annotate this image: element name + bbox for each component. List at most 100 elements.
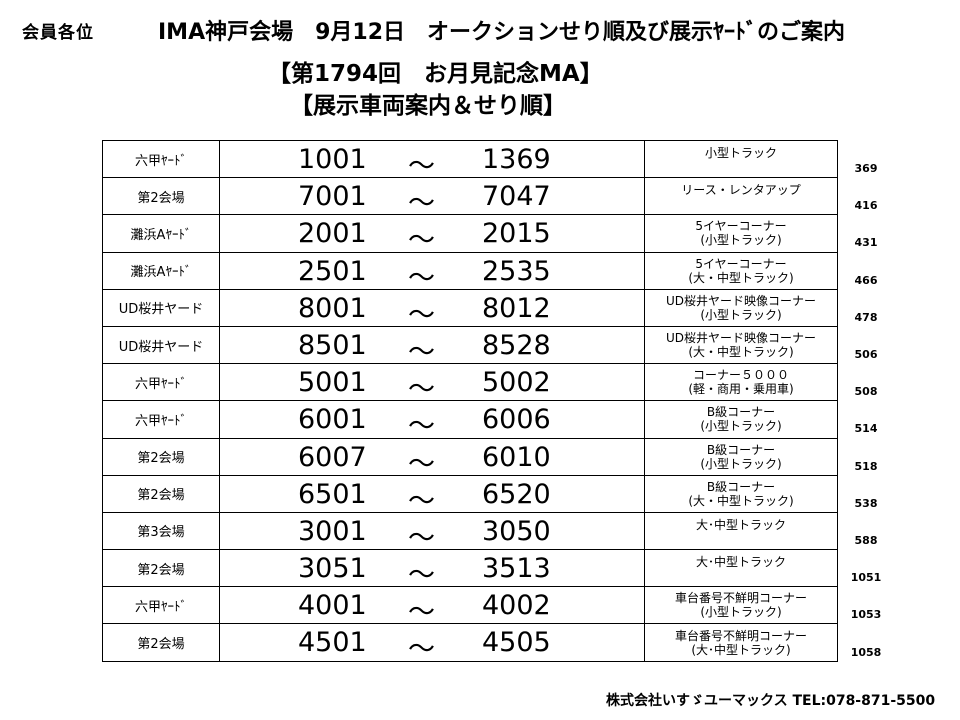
lot-to: 8528 (482, 329, 551, 361)
category-line: (大・中型トラック) (688, 493, 794, 508)
category-line: (大・中型トラック) (688, 345, 794, 360)
category-line: 大･中型トラック (695, 555, 786, 570)
row-category: 小型トラック (644, 139, 838, 179)
table-row: 灘浜Aﾔｰﾄﾞ 2001 ～ 2015 5イヤーコーナー (小型トラック) (102, 214, 838, 253)
cumulative-count: 518 (854, 459, 878, 473)
range-tilde: ～ (408, 597, 435, 624)
category-line: 小型トラック (704, 146, 777, 161)
range-tilde: ～ (408, 336, 435, 364)
row-location: UD桜井ヤード (102, 288, 220, 327)
row-category: 大･中型トラック (644, 511, 838, 551)
table-row: 第2会場 3051 ～ 3513 大･中型トラック (102, 549, 838, 588)
row-lot-range: 4501 ～ 4505 (219, 623, 645, 662)
lot-to: 7047 (482, 181, 551, 213)
lot-from: 2001 (298, 218, 367, 250)
lot-to: 4002 (482, 590, 551, 622)
lot-to: 6006 (482, 404, 551, 436)
cumulative-count: 431 (854, 236, 878, 250)
row-location: 第2会場 (102, 549, 220, 588)
lot-from: 4501 (298, 627, 367, 659)
row-lot-range: 4001 ～ 4002 (219, 586, 645, 625)
lot-from: 4001 (298, 590, 367, 622)
row-lot-range: 6501 ～ 6520 (219, 474, 645, 513)
lot-to: 4505 (482, 627, 551, 659)
range-tilde: ～ (408, 299, 435, 327)
range-tilde: ～ (408, 374, 435, 401)
lot-to: 3513 (482, 553, 551, 585)
schedule-table-body: 六甲ﾔｰﾄﾞ 1001 ～ 1369 小型トラック 第2会場 7001 ～ 7047 リース・レン… (102, 139, 838, 662)
lot-to: 1369 (482, 144, 551, 175)
page-subtitle: 【第1794回 お月見記念MA】 (268, 61, 603, 87)
category-line: (小型トラック) (700, 307, 782, 322)
category-line: (大・中型トラック) (688, 270, 794, 285)
lot-from: 7001 (298, 181, 367, 213)
cumulative-count: 369 (854, 162, 878, 175)
row-location: 六甲ﾔｰﾄﾞ (102, 400, 220, 439)
cumulative-count: 588 (854, 534, 878, 547)
auction-schedule-table: 六甲ﾔｰﾄﾞ 1001 ～ 1369 小型トラック 第2会場 7001 ～ 7047 リース・レン… (102, 139, 838, 662)
lot-from: 3001 (298, 515, 367, 547)
lot-from: 8501 (298, 329, 367, 361)
cumulative-count: 416 (854, 199, 878, 213)
range-tilde: ～ (408, 522, 435, 550)
lot-from: 8001 (298, 292, 367, 324)
row-category: 車台番号不鮮明コーナー (小型トラック) (644, 586, 838, 625)
table-row: 第3会場 3001 ～ 3050 大･中型トラック (102, 511, 838, 551)
range-tilde: ～ (408, 448, 435, 476)
cumulative-count: 506 (854, 348, 878, 361)
cumulative-count: 1058 (850, 645, 882, 659)
lot-to: 6520 (482, 478, 551, 510)
table-row: 六甲ﾔｰﾄﾞ 1001 ～ 1369 小型トラック (102, 139, 838, 179)
row-location: 第2会場 (102, 437, 220, 476)
row-location: 六甲ﾔｰﾄﾞ (102, 586, 220, 625)
row-lot-range: 2001 ～ 2015 (219, 214, 645, 253)
range-tilde: ～ (408, 225, 435, 253)
row-location: UD桜井ヤード (102, 325, 220, 365)
row-category: リース・レンタアップ (644, 177, 838, 216)
range-tilde: ～ (408, 262, 435, 290)
row-location: 第2会場 (102, 177, 220, 216)
row-location: 六甲ﾔｰﾄﾞ (102, 363, 220, 402)
row-lot-range: 6007 ～ 6010 (219, 437, 645, 476)
addressee-label: 会員各位 (22, 23, 94, 43)
cumulative-count: 1053 (850, 608, 882, 622)
row-category: 大･中型トラック (644, 549, 838, 588)
cumulative-count: 514 (854, 422, 878, 436)
row-location: 第2会場 (102, 474, 220, 513)
row-category: B級コーナー (小型トラック) (644, 437, 838, 476)
row-category: 5イヤーコーナー (大・中型トラック) (644, 251, 838, 290)
category-line: (小型トラック) (700, 233, 782, 248)
range-tilde: ～ (408, 634, 435, 662)
table-row: 六甲ﾔｰﾄﾞ 5001 ～ 5002 コーナー５０００ (軽・商用・乗用車) (102, 363, 838, 402)
table-row: 第2会場 4501 ～ 4505 車台番号不鮮明コーナー (大･中型トラック) (102, 623, 838, 662)
category-line: (小型トラック) (700, 605, 782, 620)
category-line: (大･中型トラック) (691, 642, 791, 657)
row-location: 六甲ﾔｰﾄﾞ (102, 139, 220, 179)
page-title: IMA神戸会場 9月12日 オークションせり順及び展示ﾔｰﾄﾞのご案内 (158, 20, 846, 45)
row-category: UD桜井ヤード映像コーナー (大・中型トラック) (644, 325, 838, 365)
cumulative-count: 1051 (850, 571, 882, 585)
category-line: リース・レンタアップ (681, 183, 801, 198)
row-lot-range: 2501 ～ 2535 (219, 251, 645, 290)
row-lot-range: 6001 ～ 6006 (219, 400, 645, 439)
company-contact: 株式会社いすゞユーマックス TEL:078-871-5500 (606, 693, 936, 709)
lot-from: 6501 (298, 478, 367, 510)
row-lot-range: 8501 ～ 8528 (219, 325, 645, 365)
lot-to: 6010 (482, 441, 551, 473)
category-line: 大･中型トラック (695, 517, 786, 532)
lot-from: 6001 (298, 404, 367, 436)
row-location: 第2会場 (102, 623, 220, 662)
category-line: コーナー５０００ (692, 368, 789, 383)
table-row: 第2会場 6501 ～ 6520 B級コーナー (大・中型トラック) (102, 474, 838, 513)
category-line: 車台番号不鮮明コーナー (674, 628, 807, 643)
lot-to: 2015 (482, 218, 551, 250)
row-location: 灘浜Aﾔｰﾄﾞ (102, 251, 220, 290)
row-lot-range: 3001 ～ 3050 (219, 511, 645, 551)
category-line: (小型トラック) (700, 419, 782, 434)
category-line: B級コーナー (706, 479, 776, 494)
lot-from: 6007 (298, 441, 367, 473)
lot-from: 2501 (298, 255, 367, 287)
category-line: 5イヤーコーナー (695, 219, 787, 234)
row-lot-range: 3051 ～ 3513 (219, 549, 645, 588)
lot-to: 8012 (482, 292, 551, 324)
